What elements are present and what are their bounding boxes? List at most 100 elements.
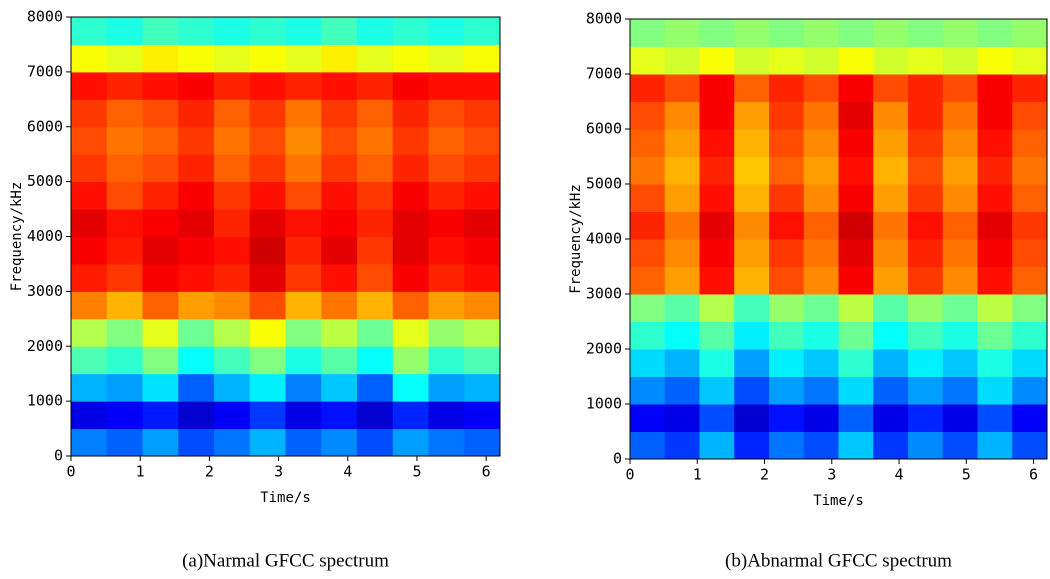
heat-cell — [803, 19, 839, 47]
heat-cell — [977, 46, 1013, 75]
heat-cell — [838, 211, 874, 240]
heat-cell — [699, 156, 735, 185]
heat-cell — [285, 346, 322, 375]
heat-cell — [873, 404, 909, 432]
heat-cell — [392, 373, 429, 402]
heat-cell — [357, 99, 394, 128]
heat-cell — [734, 184, 770, 212]
heat-cell — [464, 44, 501, 73]
heat-cell — [803, 321, 839, 350]
heat-cell — [664, 294, 700, 322]
heat-cell — [178, 291, 215, 320]
y-axis-label: Frequency/kHz — [568, 184, 584, 294]
heat-cell — [142, 154, 179, 183]
heat-cell — [106, 373, 143, 402]
heat-cell — [908, 239, 944, 267]
y-tick-label: 3000 — [27, 282, 63, 300]
heat-cell — [699, 184, 735, 212]
heat-cell — [699, 266, 735, 295]
heat-cell — [464, 154, 501, 183]
heat-cell — [71, 318, 108, 347]
heat-cell — [908, 46, 944, 75]
heat-cell — [873, 129, 909, 157]
heat-cell — [428, 126, 465, 155]
heat-cell — [838, 431, 874, 460]
heat-cell — [699, 19, 735, 47]
heat-cell — [285, 263, 322, 292]
y-tick-label: 5000 — [586, 175, 622, 193]
heat-cell — [803, 294, 839, 322]
heat-cell — [142, 44, 179, 73]
y-tick-label: 6000 — [586, 120, 622, 138]
y-tick-label: 7000 — [586, 65, 622, 83]
heat-cell — [178, 236, 215, 265]
heat-cell — [734, 294, 770, 322]
heat-cell — [769, 431, 805, 460]
heat-cell — [249, 209, 286, 237]
heat-cell — [977, 101, 1013, 130]
heat-cell — [734, 74, 770, 102]
heat-cell — [803, 46, 839, 75]
heat-cell — [428, 44, 465, 73]
heat-cell — [249, 291, 286, 320]
heat-cell — [392, 44, 429, 73]
heat-cell — [71, 181, 108, 210]
heat-cell — [71, 71, 108, 100]
x-tick-label: 5 — [962, 466, 971, 484]
heat-cell — [285, 17, 322, 45]
heat-cell — [977, 156, 1013, 185]
heat-cell — [464, 17, 501, 45]
x-tick-label: 0 — [625, 466, 634, 484]
heat-cell — [908, 376, 944, 405]
heat-cell — [769, 211, 805, 240]
heat-cell — [769, 294, 805, 322]
heat-cell — [873, 184, 909, 212]
heat-cell — [178, 373, 215, 402]
heat-cell — [1012, 294, 1048, 322]
heat-cell — [71, 126, 108, 155]
heat-cell — [664, 156, 700, 185]
heat-cell — [803, 431, 839, 460]
y-axis-label: Frequency/kHz — [9, 182, 25, 292]
heat-cell — [769, 129, 805, 157]
heat-cell — [908, 266, 944, 295]
heat-cell — [428, 373, 465, 402]
heat-cell — [942, 184, 978, 212]
heat-cell — [873, 294, 909, 322]
heat-cell — [803, 101, 839, 130]
heat-cell — [664, 266, 700, 295]
heat-cell — [769, 46, 805, 75]
heat-cell — [464, 181, 501, 210]
heat-cell — [838, 266, 874, 295]
heat-cell — [769, 349, 805, 377]
heat-cell — [630, 184, 666, 212]
heat-cell — [285, 154, 322, 183]
heat-cell — [769, 404, 805, 432]
heat-cell — [249, 71, 286, 100]
heat-cell — [664, 431, 700, 460]
heat-cell — [838, 294, 874, 322]
heat-cell — [942, 239, 978, 267]
heat-cell — [142, 401, 179, 430]
heat-cell — [873, 211, 909, 240]
heat-cell — [908, 349, 944, 377]
heat-cell — [630, 19, 666, 47]
heat-cell — [321, 373, 358, 402]
heat-cell — [71, 401, 108, 430]
heat-cell — [734, 156, 770, 185]
heat-cell — [908, 129, 944, 157]
heat-cell — [392, 17, 429, 45]
heat-cell — [942, 19, 978, 47]
heat-cell — [803, 211, 839, 240]
heat-cell — [664, 184, 700, 212]
heat-cell — [285, 99, 322, 128]
heat-cell — [357, 346, 394, 375]
heat-cell — [214, 263, 251, 292]
x-tick-label: 2 — [205, 463, 214, 481]
heat-cell — [321, 428, 358, 457]
heat-cell — [803, 404, 839, 432]
heat-cell — [769, 376, 805, 405]
heat-cell — [803, 129, 839, 157]
heat-cell — [464, 318, 501, 347]
heat-cell — [71, 263, 108, 292]
